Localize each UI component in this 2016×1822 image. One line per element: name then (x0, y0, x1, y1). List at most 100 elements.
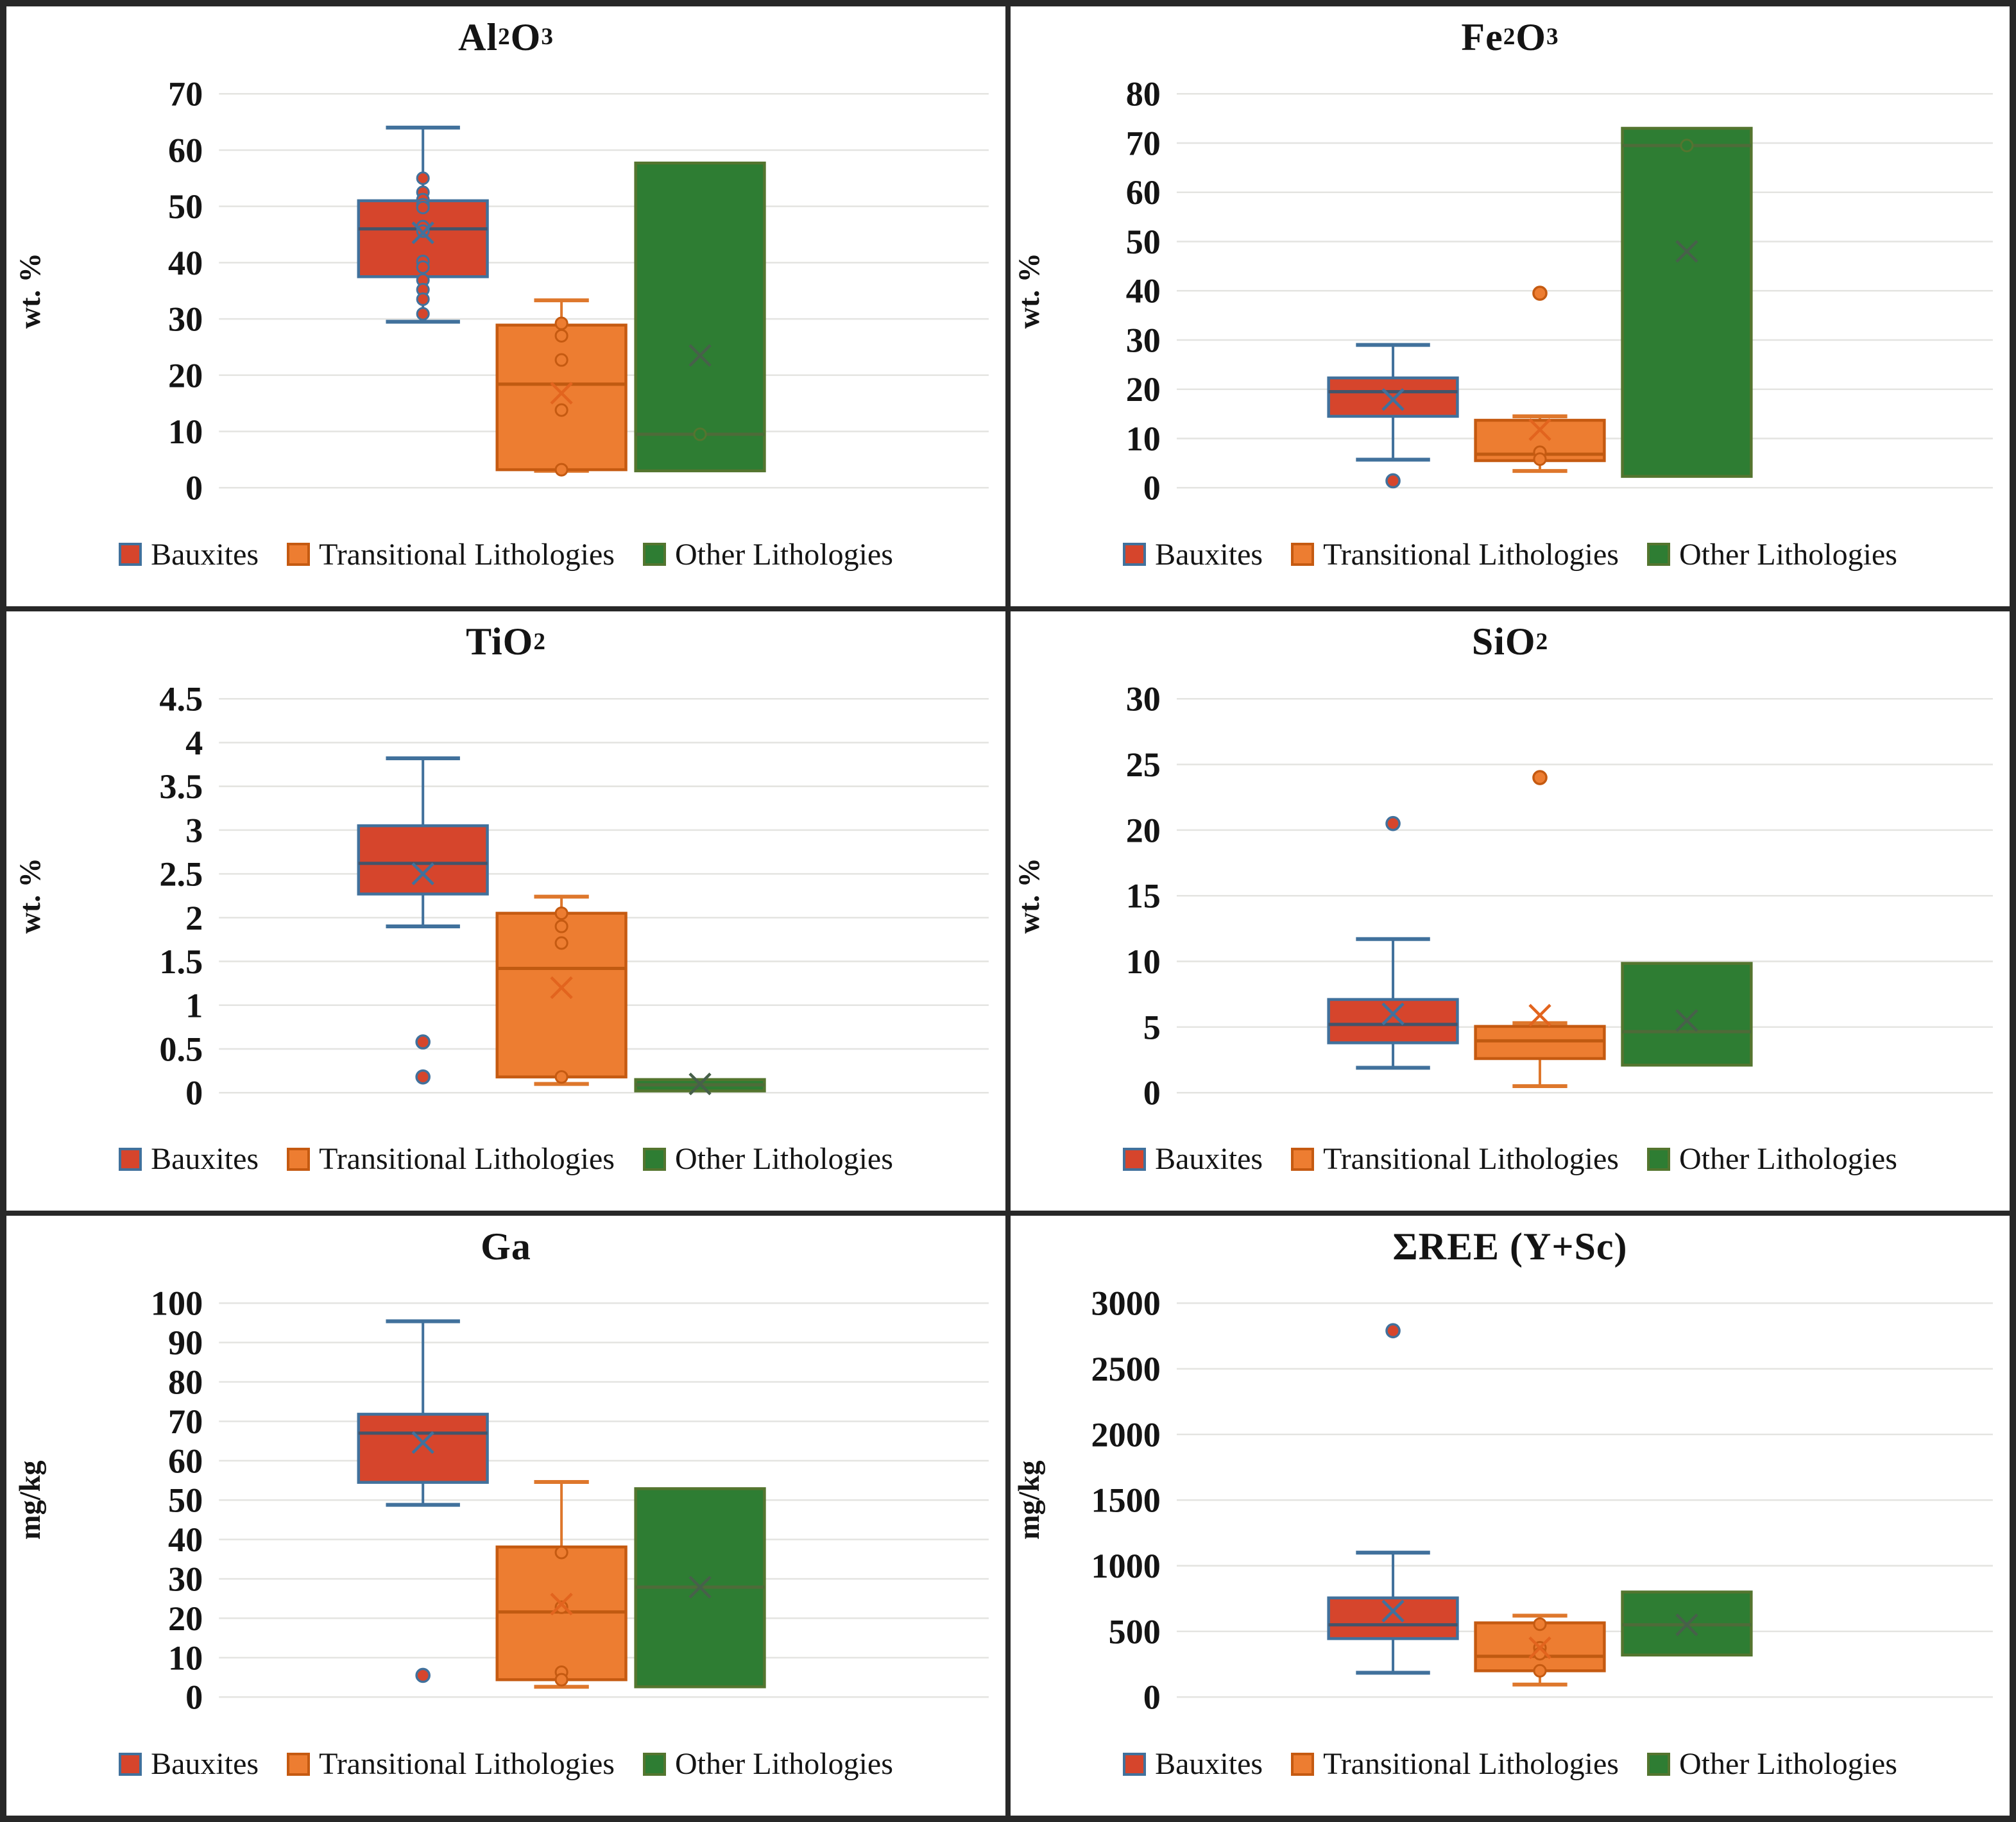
legend-swatch-transitional-icon (1291, 1147, 1315, 1171)
outlier-point (415, 1034, 431, 1050)
legend-item-other: Other Lithologies (642, 1141, 893, 1177)
mean-x-marker (411, 862, 434, 885)
data-point (1533, 1617, 1547, 1631)
title-text: ΣREE (Y+Sc) (1392, 1225, 1628, 1268)
series-transitional (495, 298, 628, 477)
legend-swatch-transitional-icon (287, 1752, 311, 1776)
y-tick-label: 20 (168, 356, 203, 395)
data-point (554, 936, 568, 950)
y-tick-label: 50 (1126, 223, 1161, 261)
legend-swatch-bauxites-icon (1123, 1147, 1147, 1171)
y-tick-label: 100 (151, 1284, 203, 1323)
box-bauxites (1327, 376, 1459, 418)
legend: Bauxites Transitional Lithologies Other Li… (6, 533, 1005, 606)
legend: Bauxites Transitional Lithologies Other Li… (1011, 1137, 2010, 1211)
mean-x-marker (550, 976, 573, 999)
y-tick-label: 0 (1143, 1678, 1161, 1717)
mean-x-marker (1381, 1002, 1405, 1025)
data-point (554, 919, 568, 933)
legend-swatch-bauxites-icon (119, 1147, 142, 1171)
gridlines (219, 93, 989, 489)
data-point (554, 1600, 568, 1615)
gridlines (219, 697, 989, 1094)
legend-label: Other Lithologies (674, 1747, 893, 1781)
box-bauxites (1327, 1596, 1459, 1640)
legend-swatch-other-icon (642, 543, 666, 566)
box-other (1621, 962, 1753, 1067)
y-tick-label: 2500 (1091, 1350, 1161, 1388)
data-point (554, 463, 568, 477)
legend-item-bauxites: Bauxites (119, 537, 259, 572)
legend-swatch-other-icon (1646, 1752, 1670, 1776)
boxplot-svg-al2o3: 0 10 20 30 40 50 60 70 wt. % (13, 75, 989, 507)
legend-item-bauxites: Bauxites (1123, 1746, 1263, 1782)
mean-x-marker (1381, 388, 1405, 411)
box-bauxites (357, 824, 489, 896)
mean-x-marker (1528, 1637, 1551, 1660)
legend-item-transitional: Transitional Lithologies (1291, 1746, 1619, 1782)
data-point (554, 328, 568, 343)
panel-title-fe2o3: Fe 2 O 3 (1461, 15, 1559, 58)
legend-swatch-transitional-icon (1291, 1752, 1315, 1776)
y-tick-label: 5 (1143, 1008, 1161, 1046)
series-other (634, 1487, 766, 1689)
legend-item-bauxites: Bauxites (119, 1746, 259, 1782)
legend: Bauxites Transitional Lithologies Other Li… (1011, 1742, 2010, 1816)
y-tick-label: 4 (185, 724, 203, 762)
y-tick-label: 10 (1126, 942, 1161, 981)
box-transitional (1474, 1025, 1606, 1060)
series-other (1621, 1590, 1753, 1657)
legend: Bauxites Transitional Lithologies Other Li… (1011, 533, 2010, 606)
legend-swatch-bauxites-icon (119, 1752, 142, 1776)
outlier-point (1532, 285, 1548, 301)
legend: Bauxites Transitional Lithologies Other Li… (6, 1137, 1005, 1211)
legend-item-other: Other Lithologies (1646, 537, 1897, 572)
y-tick-label: 40 (168, 244, 203, 282)
legend-item-bauxites: Bauxites (1123, 1141, 1263, 1177)
legend-label: Other Lithologies (1679, 537, 1897, 572)
y-axis-label: wt. % (13, 253, 46, 328)
legend-swatch-transitional-icon (287, 1147, 311, 1171)
panel-title-ree: ΣREE (Y+Sc) (1011, 1216, 2010, 1277)
series-bauxites (357, 756, 489, 1085)
legend-swatch-other-icon (1646, 1147, 1670, 1171)
legend-item-other: Other Lithologies (1646, 1746, 1897, 1782)
mean-x-marker (1381, 1599, 1405, 1623)
y-tick-label: 50 (168, 187, 203, 226)
series-transitional (495, 1480, 628, 1689)
legend-label: Transitional Lithologies (319, 537, 615, 572)
panel-tio2: TiO 2 0 0.5 1 1.5 2 2.5 3 3.5 4 4.5 wt. % Bauxites Tra… (6, 611, 1005, 1211)
boxplot-svg-fe2o3: 0 10 20 30 40 50 60 70 80 wt. % (1012, 75, 1993, 507)
y-tick-label: 0 (185, 469, 203, 507)
legend-item-other: Other Lithologies (642, 537, 893, 572)
legend-label: Transitional Lithologies (1323, 1142, 1619, 1177)
legend-item-transitional: Transitional Lithologies (287, 1746, 615, 1782)
panel-fe2o3: Fe 2 O 3 0 10 20 30 40 50 60 70 80 wt. % Bauxites Trans… (1011, 6, 2010, 606)
y-tick-label: 15 (1126, 876, 1161, 915)
legend-label: Transitional Lithologies (319, 1747, 615, 1781)
legend-swatch-bauxites-icon (1123, 543, 1147, 566)
data-point (1533, 1664, 1547, 1678)
y-tick-label: 60 (1126, 173, 1161, 212)
y-tick-label: 1 (185, 986, 203, 1025)
data-point (554, 1069, 568, 1084)
y-tick-label: 60 (168, 131, 203, 169)
series-bauxites (357, 125, 489, 324)
panel-title-sio2: SiO 2 (1471, 620, 1549, 663)
y-tick-label: 3 (185, 811, 203, 849)
title-text: Ga (481, 1225, 531, 1268)
y-tick-label: 0 (1143, 1073, 1161, 1112)
y-tick-label: 2 (185, 898, 203, 937)
data-point (416, 307, 430, 321)
y-tick-labels: 0 0.5 1 1.5 2 2.5 3 3.5 4 4.5 (159, 679, 203, 1112)
y-tick-label: 0 (185, 1678, 203, 1717)
data-point (1533, 452, 1547, 466)
panel-title-tio2: TiO 2 (466, 620, 546, 663)
legend-swatch-transitional-icon (1291, 543, 1315, 566)
title-text: SiO (1471, 620, 1536, 663)
data-point (554, 403, 568, 417)
y-tick-label: 0.5 (159, 1030, 203, 1068)
y-axis-label: wt. % (1012, 253, 1045, 328)
mean-x-marker (688, 1576, 712, 1599)
panel-ga: Ga 0 10 20 30 40 50 60 70 80 90 100 mg/kg Bauxites Tra… (6, 1216, 1005, 1816)
